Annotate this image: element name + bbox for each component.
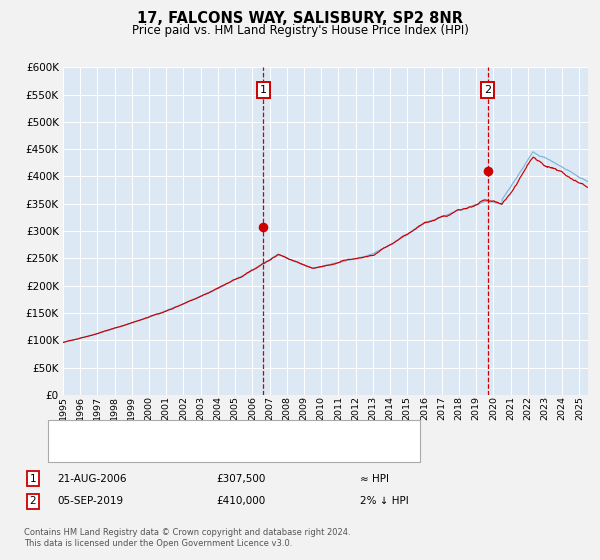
- Text: ────: ────: [57, 446, 84, 456]
- Text: 2: 2: [484, 85, 491, 95]
- Text: 2% ↓ HPI: 2% ↓ HPI: [360, 496, 409, 506]
- Text: 17, FALCONS WAY, SALISBURY, SP2 8NR: 17, FALCONS WAY, SALISBURY, SP2 8NR: [137, 11, 463, 26]
- Text: £410,000: £410,000: [216, 496, 265, 506]
- Text: 17, FALCONS WAY, SALISBURY, SP2 8NR (detached house): 17, FALCONS WAY, SALISBURY, SP2 8NR (det…: [87, 427, 389, 437]
- Text: 05-SEP-2019: 05-SEP-2019: [57, 496, 123, 506]
- Point: [259, 222, 268, 231]
- Point: [483, 166, 493, 175]
- Text: HPI: Average price, detached house, Wiltshire: HPI: Average price, detached house, Wilt…: [87, 446, 326, 456]
- Text: 2: 2: [29, 496, 37, 506]
- Text: 1: 1: [29, 474, 37, 484]
- Text: £307,500: £307,500: [216, 474, 265, 484]
- Text: ≈ HPI: ≈ HPI: [360, 474, 389, 484]
- Text: ────: ────: [57, 427, 84, 437]
- Text: Contains HM Land Registry data © Crown copyright and database right 2024.
This d: Contains HM Land Registry data © Crown c…: [24, 528, 350, 548]
- Text: 21-AUG-2006: 21-AUG-2006: [57, 474, 127, 484]
- Text: 1: 1: [260, 85, 267, 95]
- Text: Price paid vs. HM Land Registry's House Price Index (HPI): Price paid vs. HM Land Registry's House …: [131, 24, 469, 36]
